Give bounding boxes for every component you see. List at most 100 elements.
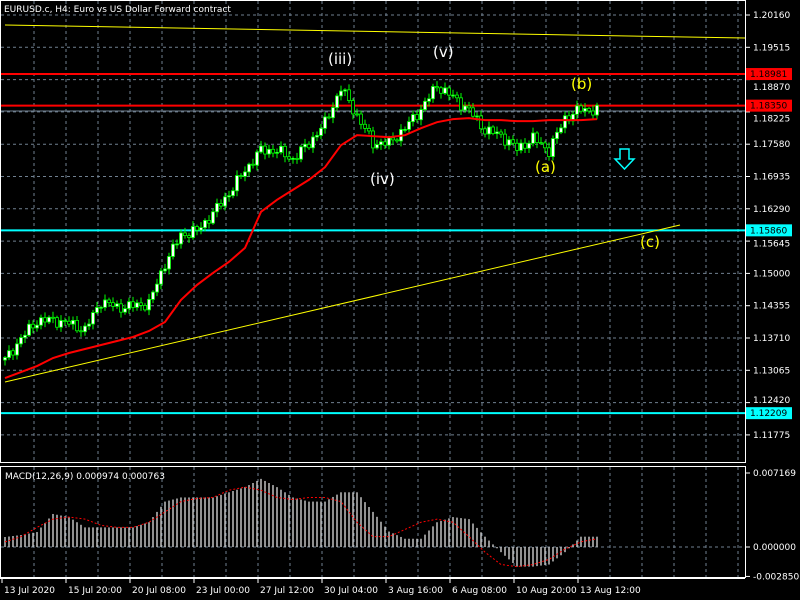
candle (47, 315, 51, 325)
candle (455, 91, 459, 103)
candle-body (547, 147, 551, 157)
lower-trendline[interactable] (4, 224, 681, 383)
candle-body (319, 127, 323, 136)
candle-body (359, 113, 363, 125)
candle (483, 126, 487, 138)
candle-body (507, 139, 511, 146)
candle (391, 132, 395, 146)
time-axis[interactable]: 13 Jul 2020 15 Jul 20:00 20 Jul 08:00 23 Ju… (1, 578, 641, 596)
candle-body (59, 320, 63, 328)
candle-body (387, 137, 391, 146)
candle (203, 218, 207, 232)
candle-body (447, 87, 451, 96)
wave-label: (b) (571, 75, 592, 93)
candle (239, 173, 243, 179)
candle-body (227, 195, 231, 198)
candle (567, 111, 571, 125)
candle-body (351, 100, 355, 115)
candle (191, 221, 195, 240)
candle (15, 338, 19, 360)
candle (27, 319, 31, 338)
candle (227, 190, 231, 202)
candle (495, 126, 499, 139)
candle (251, 158, 255, 169)
candle-body (527, 142, 531, 149)
price-tick-label: 1.15645 (753, 239, 790, 249)
candle (23, 330, 27, 343)
candle-body (375, 144, 379, 149)
candle-body (103, 299, 107, 308)
down-arrow-icon[interactable] (613, 148, 636, 171)
candle (311, 132, 315, 153)
candle-body (495, 131, 499, 134)
candle-body (11, 350, 15, 356)
candle (319, 124, 323, 140)
candle (315, 131, 319, 142)
candle (519, 139, 523, 154)
wave-label: (a) (535, 158, 556, 176)
price-level-badge (746, 407, 792, 420)
candle-body (83, 325, 87, 333)
candle-body (123, 308, 127, 313)
candle-body (151, 291, 155, 300)
candle-body (183, 232, 187, 237)
candle-body (247, 163, 251, 173)
candle (207, 215, 211, 229)
candle-body (107, 299, 111, 304)
candle-body (155, 283, 159, 293)
time-tick-label: 13 Aug 12:00 (580, 586, 641, 596)
candle (219, 199, 223, 210)
candle (595, 102, 599, 120)
candle (383, 136, 387, 149)
candle (11, 348, 15, 360)
candle-body (71, 320, 75, 325)
candle-body (35, 324, 39, 329)
candle-body (339, 90, 343, 97)
time-tick-label: 30 Jul 04:00 (324, 586, 378, 596)
candle-body (127, 301, 131, 310)
candle-body (487, 126, 491, 135)
candle-body (115, 303, 119, 307)
candle (83, 322, 87, 336)
candle (291, 156, 295, 164)
candle (523, 138, 527, 153)
candle-body (391, 137, 395, 141)
candle (579, 103, 583, 114)
candle (363, 119, 367, 133)
candle (99, 305, 103, 313)
candle (163, 263, 167, 273)
candle-body (231, 190, 235, 197)
horizontal-lines[interactable] (1, 73, 745, 415)
candle (407, 116, 411, 135)
candle (187, 232, 191, 244)
candle (287, 151, 291, 163)
time-tick-label: 20 Jul 08:00 (132, 586, 186, 596)
price-level-label: 1.18350 (750, 102, 787, 112)
candle (131, 296, 135, 312)
candle-body (199, 227, 203, 231)
candle-body (51, 316, 55, 319)
candle-body (239, 175, 243, 177)
candle (411, 110, 415, 127)
candle (155, 278, 159, 297)
candle-body (275, 151, 279, 154)
candle-body (475, 115, 479, 118)
price-axis[interactable]: 1.20160 1.19515 1.18870 1.18225 1.17580 1.169… (745, 11, 799, 582)
candle-body (287, 156, 291, 160)
candle (423, 97, 427, 112)
candle-body (347, 89, 351, 101)
upper-trendline[interactable] (4, 24, 746, 39)
candle-body (555, 131, 559, 139)
candle-body (443, 87, 447, 94)
price-tick-label: 1.17580 (753, 140, 790, 150)
price-tick-label: 1.20160 (753, 11, 790, 21)
candle-body (195, 226, 199, 231)
candle (95, 302, 99, 315)
candle (35, 320, 39, 332)
time-tick-label: 27 Jul 12:00 (260, 586, 314, 596)
candle (507, 136, 511, 151)
candle (167, 252, 171, 275)
candle (235, 170, 239, 197)
candle-body (459, 97, 463, 111)
